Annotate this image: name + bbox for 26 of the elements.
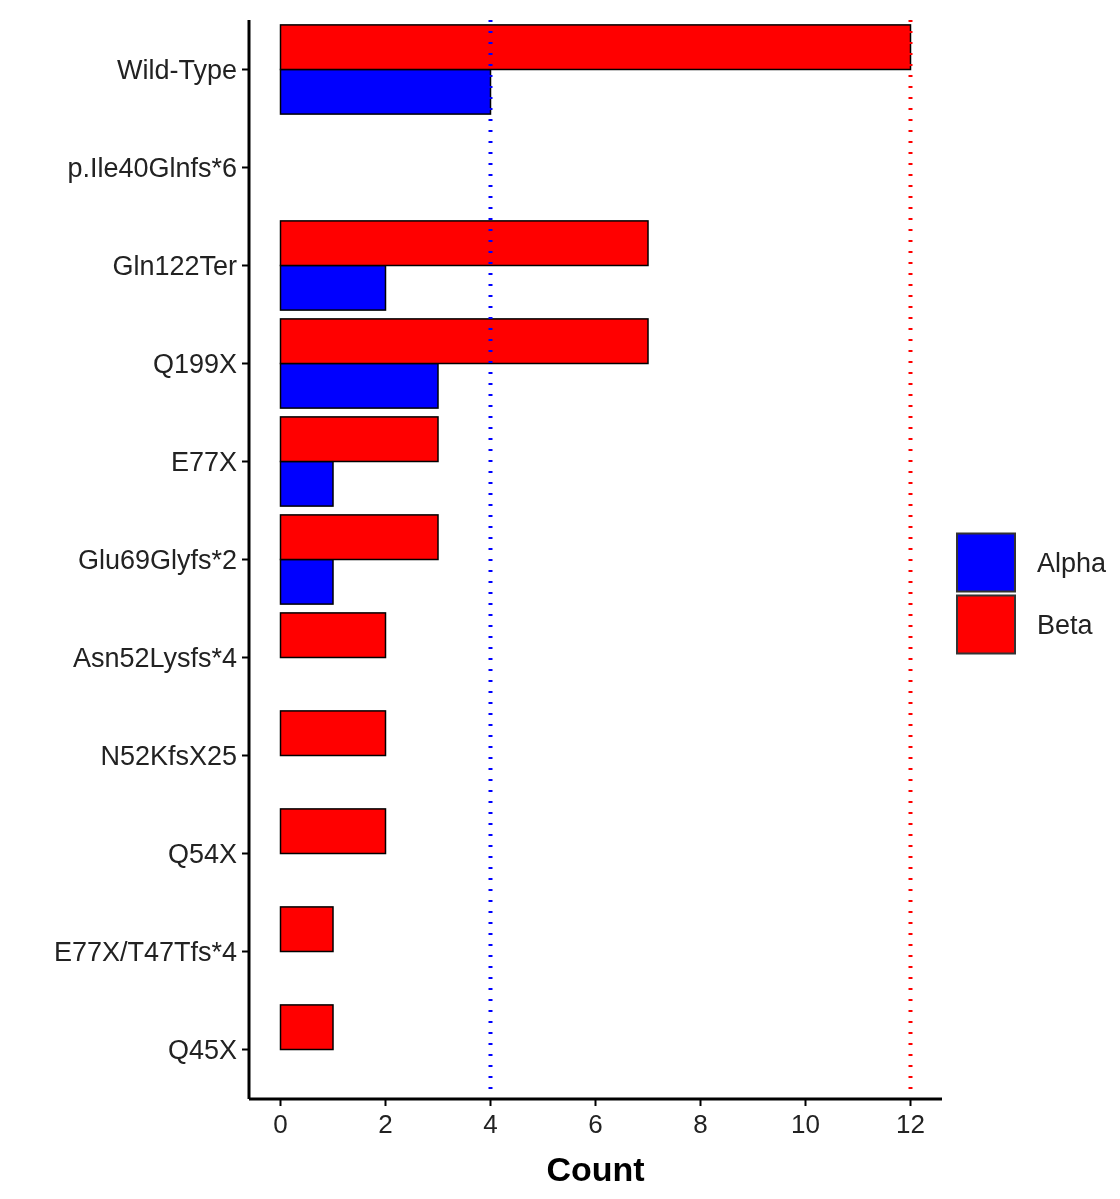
y-tick-label: Q54X [167,838,237,869]
y-tick-label: N52KfsX25 [100,740,237,771]
bar [279,808,387,855]
y-tick-label: E77X/T47Tfs*4 [53,936,237,967]
y-tick-label: p.Ile40Glnfs*6 [67,152,237,183]
x-tick-label: 12 [896,1109,925,1139]
x-tick-label: 0 [273,1109,288,1139]
x-tick-label: 4 [483,1109,498,1139]
y-tick-label: Glu69Glyfs*2 [77,544,237,575]
legend-label: Beta [1037,609,1094,640]
y-tick-label: Q199X [152,348,237,379]
y-tick-label: Asn52Lysfs*4 [72,642,237,673]
bar [279,906,334,953]
y-tick-label: Q45X [167,1034,237,1065]
x-tick-label: 6 [588,1109,603,1139]
y-tick-label: Gln122Ter [112,250,237,281]
bar [279,1004,334,1051]
y-tick-label: E77X [170,446,237,477]
bar [279,710,387,757]
legend-label: Alpha [1037,547,1108,578]
x-tick-label: 8 [693,1109,708,1139]
bar [279,612,387,659]
x-tick-label: 10 [791,1109,820,1139]
y-tick-label: Wild-Type [116,54,237,85]
x-tick-label: 2 [378,1109,393,1139]
x-axis-title: Count [546,1150,645,1188]
